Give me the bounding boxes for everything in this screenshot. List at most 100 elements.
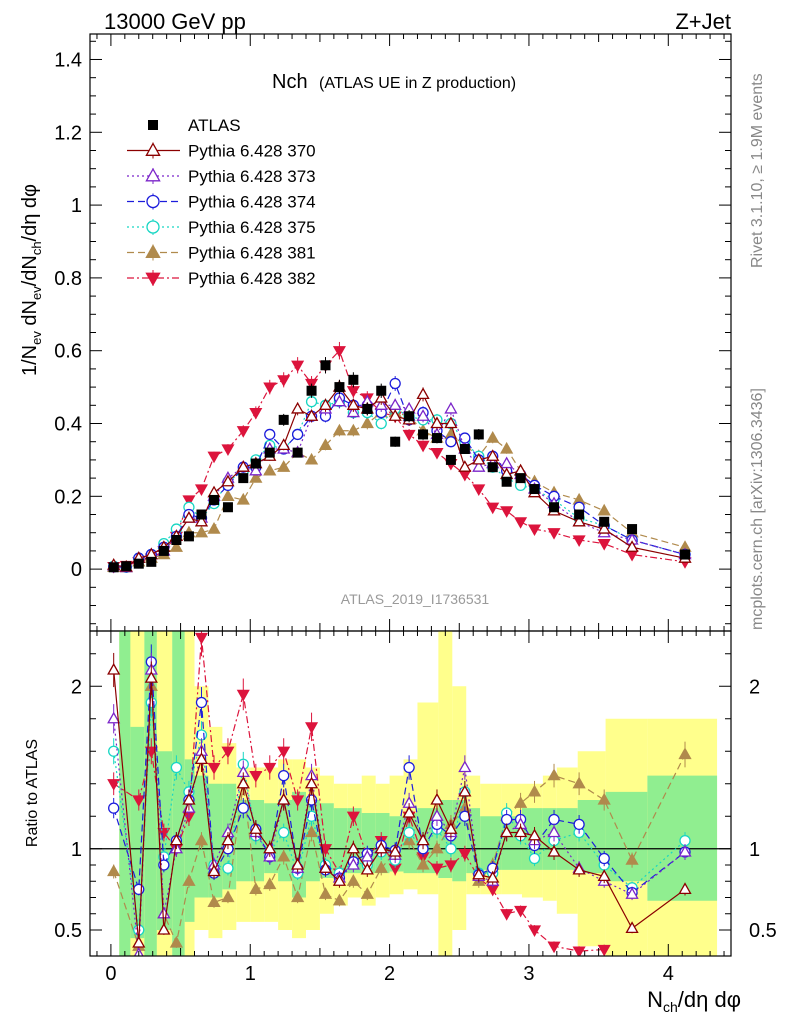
ratio-point xyxy=(360,849,374,862)
x-tick-label: 1 xyxy=(245,963,256,985)
legend-marker xyxy=(145,142,161,156)
mc-point xyxy=(486,449,500,461)
mc-point xyxy=(221,474,235,487)
ratio-point xyxy=(346,857,360,870)
ratio-point xyxy=(277,849,291,862)
ratio-point xyxy=(598,852,610,865)
mc-point xyxy=(291,360,305,373)
mc-point xyxy=(249,407,263,420)
main-y-axis-label: 1/Nev dNev/dNch/dη dφ xyxy=(19,184,44,376)
ratio-y-axis: 0.5 0.5 1 1 2 2 xyxy=(54,653,777,942)
data-point xyxy=(238,473,249,484)
main-y-tick-label: 0.8 xyxy=(54,268,82,290)
ratio-y-axis-label: Ratio to ATLAS xyxy=(24,739,41,847)
data-point xyxy=(171,534,182,545)
ratio-point xyxy=(221,833,235,846)
ratio-point xyxy=(360,862,374,875)
ratio-point xyxy=(548,813,560,826)
ratio-point xyxy=(318,861,333,873)
legend-marker xyxy=(145,272,161,287)
mc-point xyxy=(277,460,291,472)
ratio-point xyxy=(360,887,374,899)
mc-point xyxy=(305,396,318,408)
ratio-point xyxy=(346,874,360,886)
mc-point xyxy=(388,398,402,410)
data-point xyxy=(473,429,484,440)
mc-point xyxy=(430,448,444,460)
data-point xyxy=(196,509,207,520)
data-point xyxy=(431,433,442,444)
ratio-series-pythia-6-428-381 xyxy=(107,670,692,952)
mc-point xyxy=(263,382,277,395)
mc-point xyxy=(169,540,184,552)
mc-point xyxy=(547,528,561,540)
uncertainty-band-inner xyxy=(605,791,648,882)
mc-point xyxy=(486,430,500,443)
ratio-point xyxy=(236,776,250,789)
data-point xyxy=(183,531,194,542)
main-y-tick-label: 0.2 xyxy=(54,486,82,508)
data-point xyxy=(376,385,387,396)
mc-point xyxy=(249,471,263,483)
data-point xyxy=(146,556,157,567)
x-tick-label: 4 xyxy=(663,963,674,985)
ratio-point xyxy=(278,826,290,839)
ratio-point xyxy=(527,828,542,841)
plot-title: Nch xyxy=(272,71,308,93)
ratio-point xyxy=(597,869,611,882)
data-point xyxy=(404,411,415,422)
ratio-line xyxy=(113,686,686,947)
mc-point xyxy=(445,436,457,448)
ratio-point xyxy=(207,864,221,877)
data-point xyxy=(121,561,132,572)
data-point xyxy=(549,502,560,513)
legend-marker xyxy=(146,220,160,234)
ratio-point xyxy=(374,841,388,854)
mc-point xyxy=(236,492,250,505)
series-atlas xyxy=(108,357,691,573)
data-point xyxy=(348,374,359,385)
uncertainty-band-inner xyxy=(264,803,279,874)
ratio-point xyxy=(107,864,121,877)
plot-subtitle: (ATLAS UE in Z production) xyxy=(319,75,516,92)
ratio-point xyxy=(144,671,158,683)
ratio-point xyxy=(346,811,360,824)
ratio-point xyxy=(194,752,209,765)
mc-point xyxy=(221,489,235,501)
mc-point xyxy=(346,423,360,436)
ratio-point xyxy=(107,662,121,675)
mc-point xyxy=(500,506,514,518)
data-point xyxy=(501,476,512,487)
ratio-point xyxy=(318,887,333,899)
mc-point xyxy=(625,540,639,552)
mc-point xyxy=(221,444,235,456)
main-x-ticks xyxy=(96,34,725,631)
mc-point xyxy=(332,394,347,407)
ratio-point xyxy=(107,711,121,724)
analysis-id-label: ATLAS_2019_I1736531 xyxy=(341,591,490,607)
data-point xyxy=(306,385,317,396)
ratio-point xyxy=(500,813,513,826)
ratio-point xyxy=(263,877,277,890)
mc-point xyxy=(527,524,542,537)
ratio-point xyxy=(547,768,561,781)
legend-marker xyxy=(148,120,158,130)
ratio-panel-frame xyxy=(89,630,732,957)
ratio-point xyxy=(263,841,277,854)
ratio-point xyxy=(132,935,146,948)
data-point xyxy=(292,447,303,458)
ratio-point xyxy=(291,795,305,807)
mc-point xyxy=(472,460,486,472)
x-axis-label: Nch/dη dφ xyxy=(647,987,741,1015)
data-point xyxy=(250,458,261,469)
ratio-point xyxy=(625,853,639,865)
ratio-point xyxy=(236,689,250,702)
ratio-point xyxy=(572,862,586,875)
ratio-y-tick-label: 2 xyxy=(71,676,82,698)
x-tick-label: 3 xyxy=(523,963,534,985)
uncertainty-band-inner xyxy=(130,726,145,939)
data-point xyxy=(487,462,498,473)
series-pythia-6-428-382 xyxy=(107,341,692,574)
ratio-point xyxy=(444,860,458,872)
mc-point xyxy=(472,452,486,465)
